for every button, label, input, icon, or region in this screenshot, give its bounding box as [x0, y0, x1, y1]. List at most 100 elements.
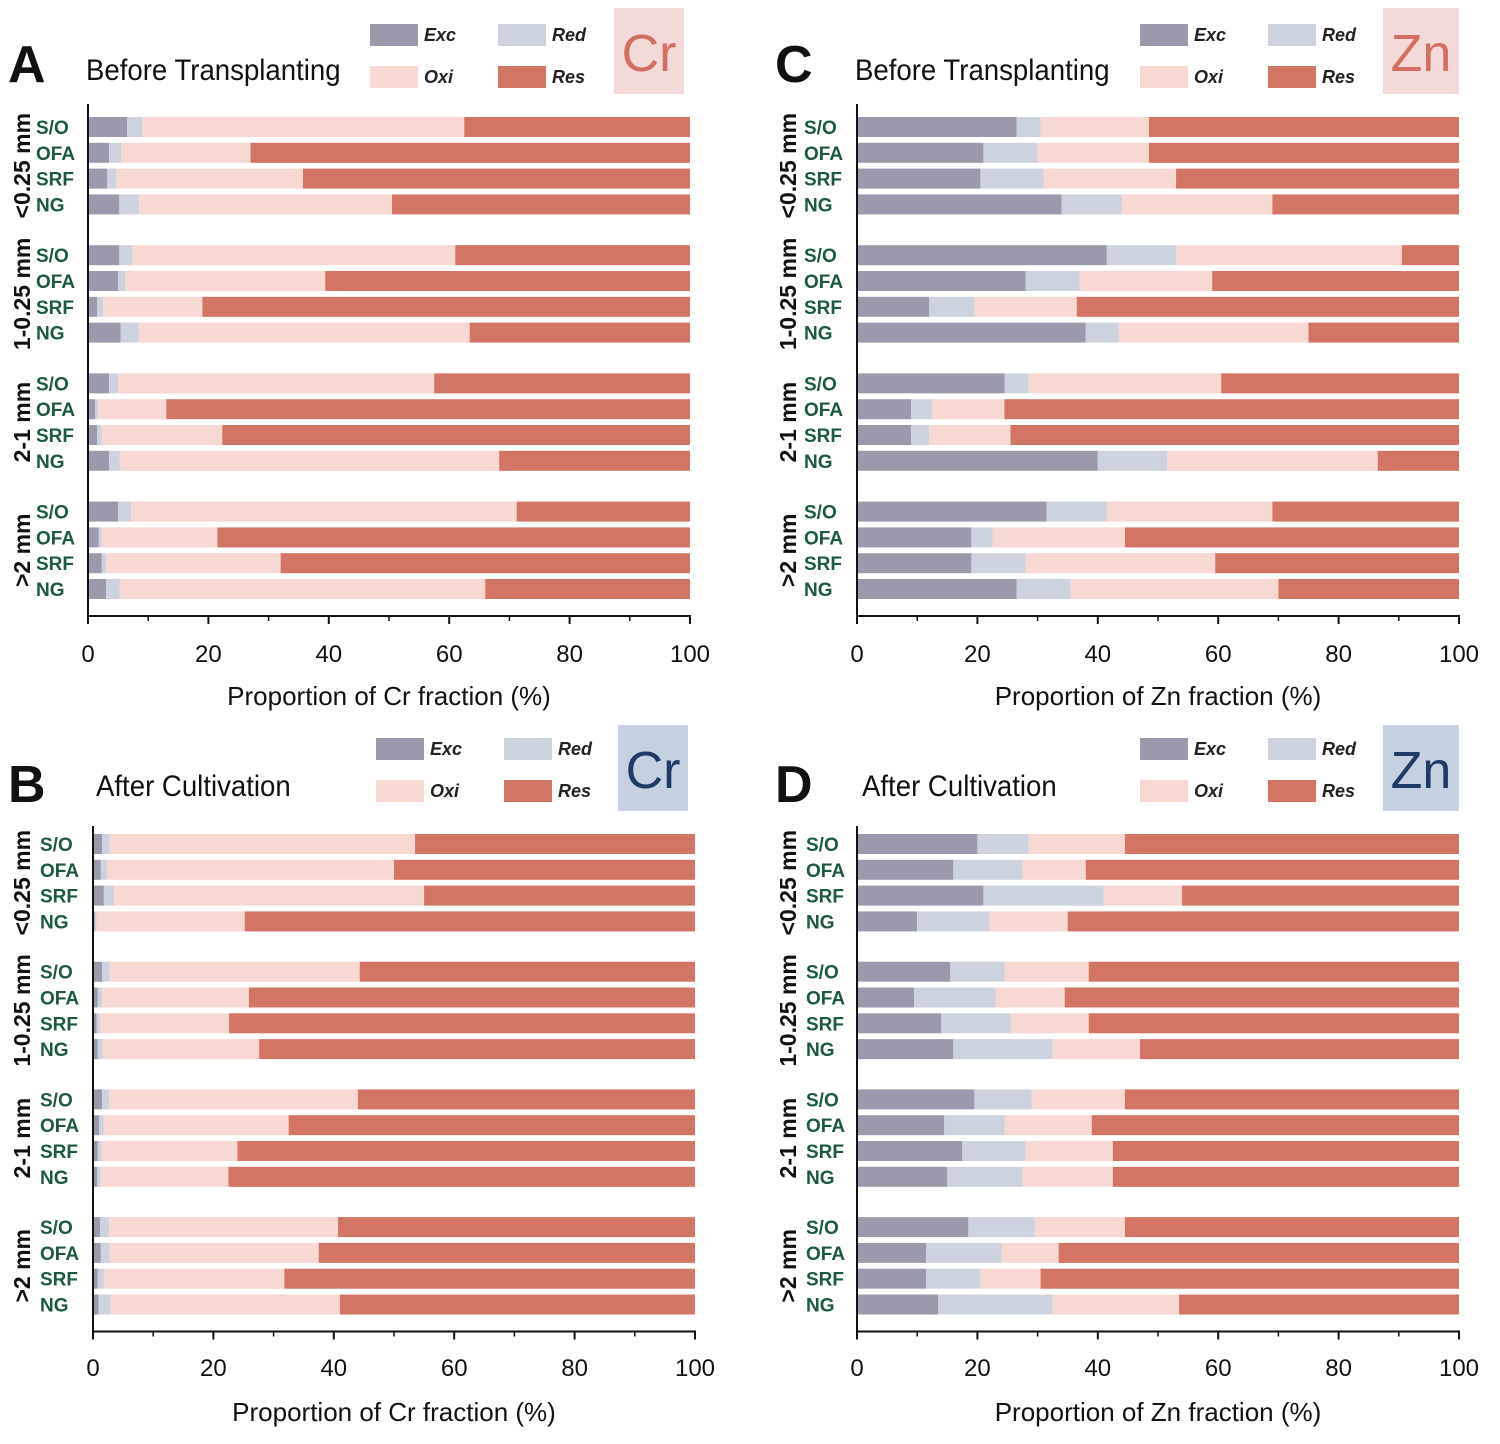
bar-segment-res [434, 373, 690, 394]
bar-segment-red [97, 425, 102, 445]
bar-segment-oxi [1106, 501, 1273, 522]
x-tick-label: 100 [1439, 641, 1479, 668]
bar-segment-res [339, 1294, 695, 1315]
legend-label-exc: Exc [424, 25, 456, 45]
x-axis-label: Proportion of Zn fraction (%) [995, 681, 1322, 711]
bar-segment-red [97, 987, 103, 1008]
bar-segment-res [318, 1242, 695, 1263]
group-label: >2 mm [9, 514, 35, 588]
bar-segment-oxi [1004, 961, 1089, 982]
row-label: SRF [40, 1270, 78, 1291]
legend-label-oxi: Oxi [1194, 781, 1224, 801]
bar-segment-oxi [102, 987, 249, 1008]
row-label: S/O [806, 835, 839, 856]
bar-segment-red [101, 553, 107, 574]
bar-segment-red [118, 271, 126, 291]
x-axis-label: Proportion of Cr fraction (%) [227, 681, 551, 711]
bar-segment-exc [88, 117, 128, 137]
bar-segment-res [1176, 168, 1459, 189]
bar-segment-res [222, 425, 690, 445]
bar-segment-oxi [932, 399, 1005, 420]
bar-segment-oxi [116, 168, 303, 189]
row-label: SRF [40, 1014, 78, 1035]
row-label: NG [40, 1040, 69, 1061]
bar-segment-oxi [131, 501, 517, 522]
bar-segment-oxi [1010, 1013, 1089, 1034]
bar-segment-res [1067, 911, 1459, 932]
bar-segment-red [1106, 245, 1177, 266]
x-tick-label: 40 [315, 641, 342, 668]
bar-segment-exc [93, 1294, 99, 1315]
bar-segment-exc [857, 1013, 942, 1034]
row-label: NG [36, 324, 65, 345]
x-tick-label: 20 [964, 1355, 991, 1382]
bar-segment-exc [857, 245, 1107, 266]
bar-segment-exc [93, 1217, 101, 1238]
bar-segment-red [953, 1039, 1053, 1060]
bar-segment-oxi [106, 859, 394, 880]
bar-segment-res [469, 322, 690, 343]
panel-B: B After Cultivation Cr Exc Red Oxi Res S/O OFA SR… [8, 725, 715, 1427]
bar-segment-oxi [1034, 1217, 1125, 1238]
bar-segment-oxi [103, 1115, 289, 1136]
bar-segment-red [94, 911, 97, 932]
bar-segment-oxi [1052, 1039, 1140, 1060]
bar-segment-res [485, 579, 690, 599]
x-tick-label: 0 [81, 641, 94, 668]
row-label: OFA [804, 144, 843, 165]
bar-segment-red [929, 296, 975, 317]
bar-segment-oxi [110, 1294, 340, 1315]
bar-segment-red [100, 859, 107, 880]
group-label: >2 mm [9, 1229, 35, 1303]
x-tick-label: 60 [1205, 1355, 1232, 1382]
x-axis-label: Proportion of Cr fraction (%) [232, 1397, 556, 1427]
bar-segment-oxi [1079, 271, 1213, 291]
row-label: S/O [36, 503, 69, 524]
bar-segment-oxi [114, 885, 425, 906]
bar-segment-res [1124, 834, 1459, 854]
row-label: OFA [40, 1116, 79, 1137]
x-tick-label: 100 [670, 641, 710, 668]
bar-segment-exc [93, 1089, 103, 1110]
bar-segment-res [1139, 1039, 1459, 1060]
bar-segment-res [392, 194, 690, 215]
bar-segment-exc [857, 450, 1098, 471]
bar-segment-res [1004, 399, 1459, 420]
bar-segment-red [962, 1141, 1026, 1161]
bar-segment-res [1215, 553, 1459, 574]
bar-segment-oxi [995, 987, 1065, 1008]
row-label: NG [804, 324, 833, 345]
bar-segment-oxi [139, 194, 393, 215]
bar-segment-oxi [109, 961, 360, 982]
x-tick-label: 80 [561, 1355, 588, 1382]
bar-segment-red [983, 885, 1104, 906]
bar-segment-red [98, 527, 102, 548]
bar-segment-exc [857, 834, 978, 854]
bar-segment-res [1182, 885, 1459, 906]
bar-segment-res [1377, 450, 1459, 471]
bar-segment-oxi [1167, 450, 1378, 471]
bar-segment-exc [857, 322, 1086, 343]
legend-swatch-exc [1140, 24, 1188, 46]
element-symbol: Zn [1391, 25, 1452, 83]
panel-label: C [775, 36, 813, 94]
legend-label-exc: Exc [1194, 25, 1226, 45]
bar-segment-red [127, 117, 143, 137]
x-tick-label: 40 [1084, 1355, 1111, 1382]
group-label: 2-1 mm [9, 382, 35, 463]
x-tick-label: 0 [86, 1355, 99, 1382]
row-label: SRF [40, 887, 78, 908]
bar-segment-res [464, 117, 690, 137]
x-tick-label: 100 [675, 1355, 715, 1382]
bar-segment-red [938, 1294, 1053, 1315]
bar-segment-red [97, 296, 104, 317]
bar-segment-res [499, 450, 690, 471]
bar-segment-exc [857, 885, 984, 906]
bar-segment-red [914, 987, 996, 1008]
bar-segment-res [455, 245, 690, 266]
bar-segment-exc [857, 859, 954, 880]
bar-segment-res [248, 987, 695, 1008]
panel-label: A [8, 36, 46, 94]
bar-segment-red [96, 1013, 100, 1034]
bar-segment-oxi [1118, 322, 1309, 343]
